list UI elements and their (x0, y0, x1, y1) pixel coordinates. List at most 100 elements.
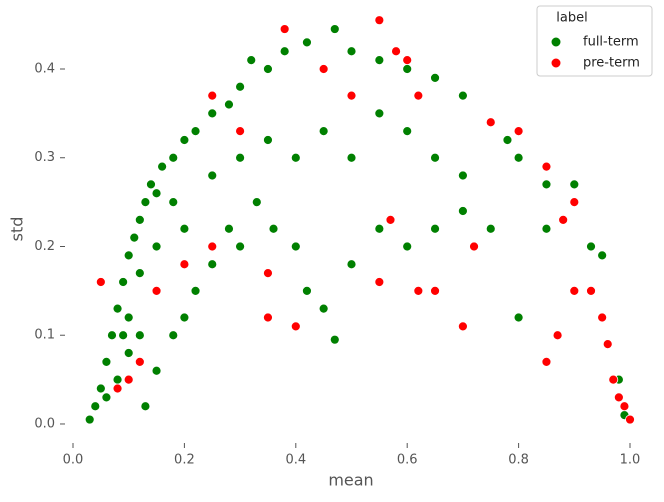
point (558, 214, 569, 225)
point (95, 277, 106, 287)
point (513, 126, 524, 137)
point (458, 206, 468, 216)
point (224, 223, 234, 234)
point (552, 330, 563, 341)
point (118, 277, 129, 287)
x-tick-label: 0.8 (508, 453, 529, 468)
point (290, 152, 301, 163)
point (458, 321, 468, 332)
point (302, 285, 312, 296)
point (207, 108, 218, 119)
point (179, 259, 190, 270)
point (207, 241, 218, 252)
point (385, 214, 396, 225)
point (246, 55, 257, 66)
point (151, 188, 162, 199)
point (374, 277, 385, 287)
point (107, 330, 117, 341)
point (134, 356, 145, 367)
point (134, 330, 145, 341)
point (151, 365, 162, 376)
point (134, 268, 145, 279)
point (263, 64, 273, 74)
point (224, 99, 234, 110)
y-axis-label: std (8, 217, 27, 242)
point (279, 24, 290, 34)
point (263, 135, 273, 145)
point (290, 321, 301, 332)
point (168, 152, 179, 163)
point (502, 135, 513, 145)
point (602, 339, 613, 350)
point (318, 303, 329, 314)
point (190, 126, 201, 137)
x-tick-label: 1.0 (620, 453, 641, 468)
point (597, 250, 608, 261)
point (346, 90, 357, 101)
point (101, 392, 112, 403)
point (613, 392, 624, 403)
point (207, 170, 218, 181)
y-tick-label: 0.2 (34, 239, 55, 254)
point (84, 414, 95, 425)
point (469, 241, 479, 252)
point (251, 197, 262, 208)
point (402, 241, 413, 252)
point (391, 46, 401, 57)
point (168, 197, 179, 208)
y-tick-label: 0.1 (34, 328, 55, 343)
point (402, 64, 413, 74)
point (123, 250, 134, 261)
point (302, 37, 312, 48)
point (597, 312, 608, 323)
point (123, 348, 134, 358)
point (430, 285, 440, 296)
point (190, 285, 201, 296)
x-tick-label: 0.4 (285, 453, 306, 468)
point (430, 223, 440, 234)
point (263, 312, 273, 323)
point (513, 152, 524, 163)
point (268, 223, 279, 234)
point (402, 126, 413, 137)
point (346, 152, 357, 163)
point (569, 179, 580, 190)
y-tick-label: 0.0 (34, 416, 55, 431)
point (112, 303, 123, 314)
point (129, 232, 140, 243)
x-axis-label: mean (328, 471, 373, 490)
point (95, 383, 106, 394)
point (374, 108, 385, 119)
point (485, 223, 496, 234)
legend-marker (550, 57, 562, 69)
point (134, 214, 145, 225)
point (179, 312, 190, 323)
point (430, 152, 440, 163)
point (608, 374, 619, 385)
y-tick-label: 0.3 (34, 150, 55, 165)
point (329, 334, 340, 345)
point (146, 179, 156, 190)
point (458, 170, 468, 181)
point (90, 401, 101, 412)
point (413, 285, 424, 296)
point (140, 401, 151, 412)
legend-box (536, 5, 653, 77)
point (151, 241, 162, 252)
point (430, 72, 440, 83)
point (235, 81, 245, 92)
point (101, 356, 112, 367)
point (179, 223, 190, 234)
point (318, 64, 329, 74)
point (140, 197, 151, 208)
point (541, 223, 552, 234)
point (290, 241, 301, 252)
point (151, 285, 162, 296)
point (586, 241, 596, 252)
legend-title: label (556, 11, 587, 26)
point (513, 312, 524, 323)
point (402, 55, 413, 66)
point (374, 15, 385, 26)
x-tick-label: 0.0 (63, 453, 84, 468)
